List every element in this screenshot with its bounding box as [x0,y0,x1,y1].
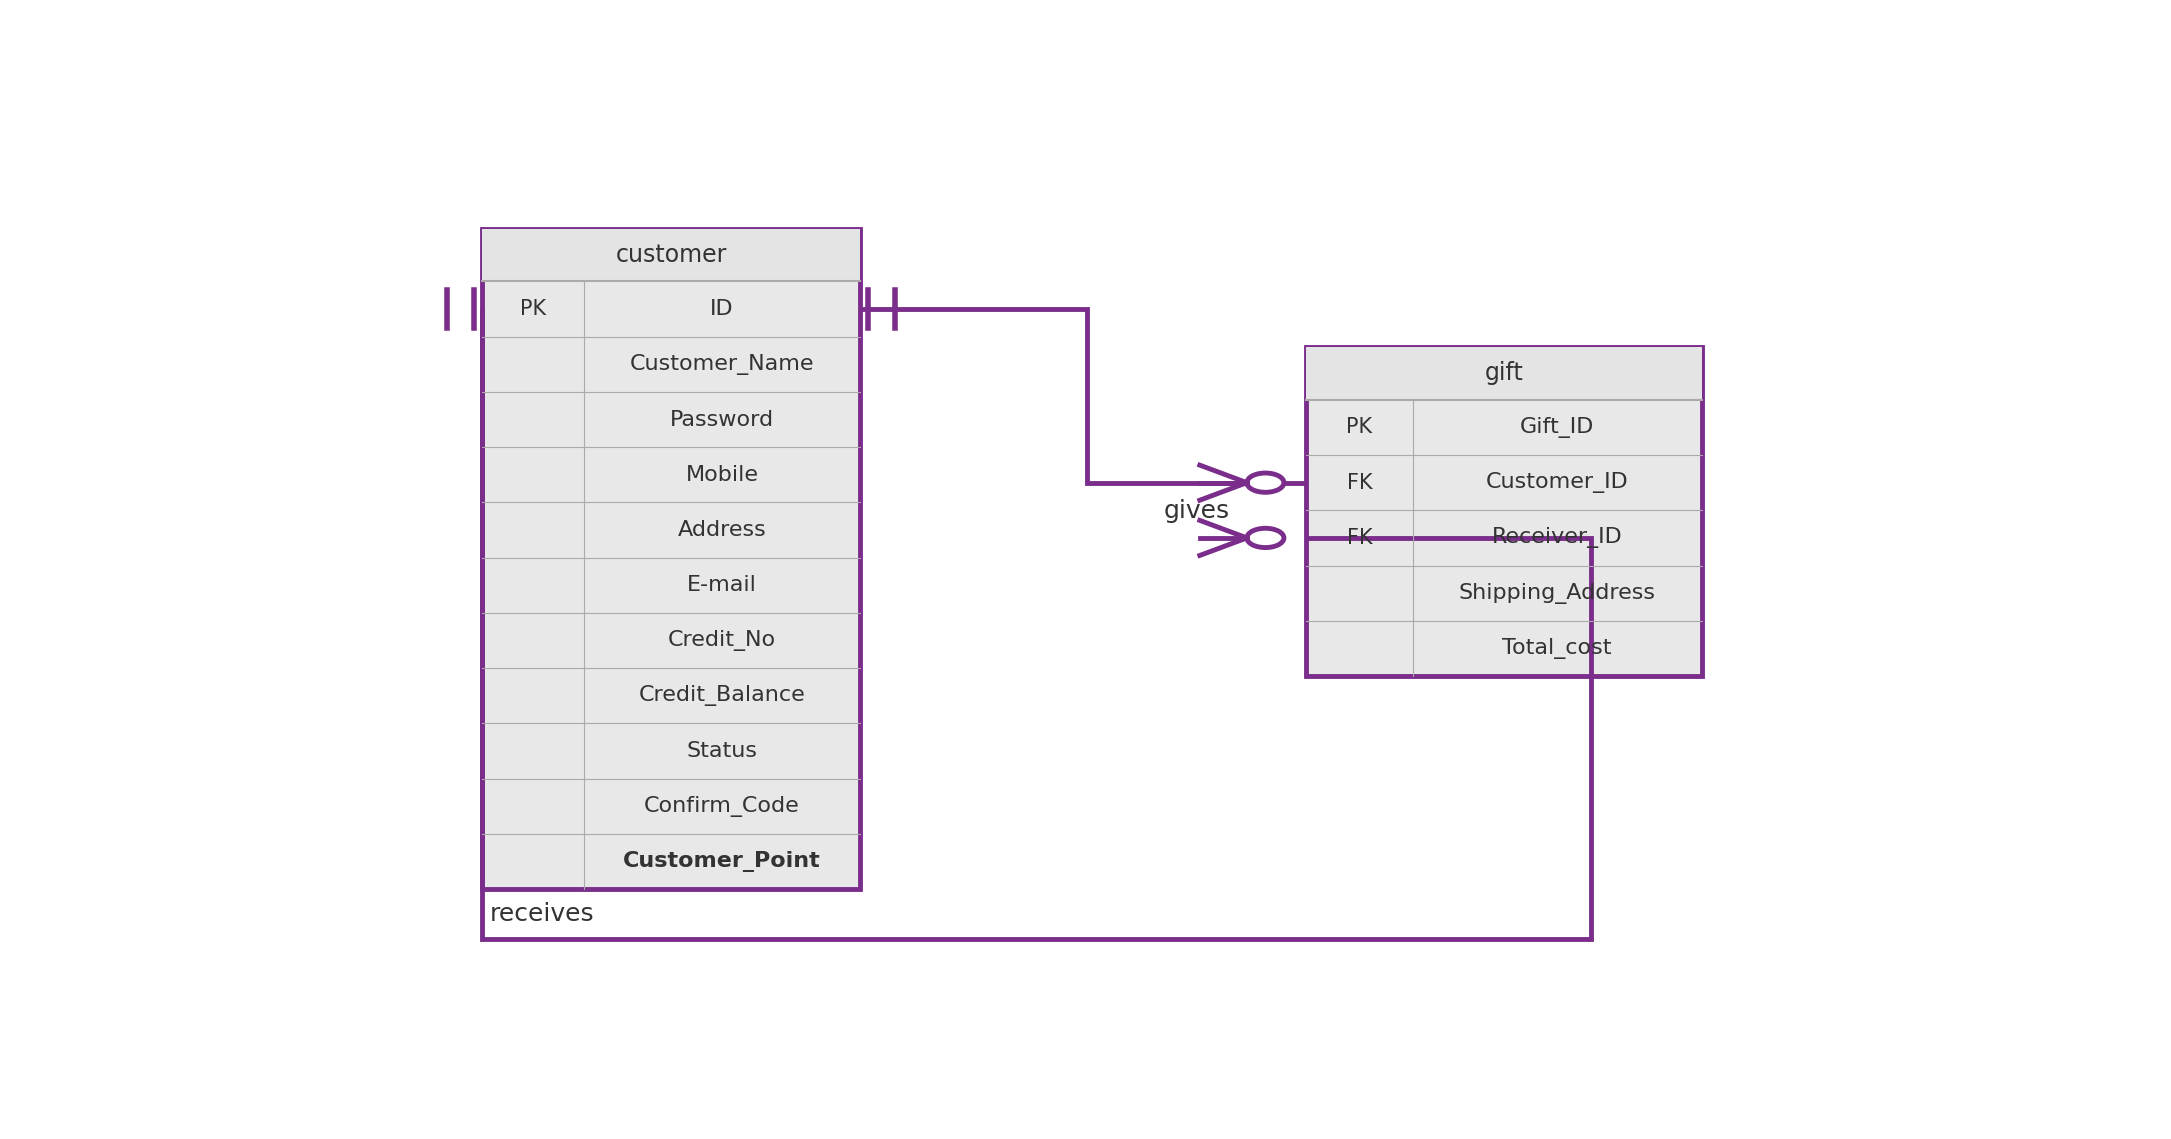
Text: Credit_No: Credit_No [669,630,777,652]
Circle shape [1246,528,1283,548]
Text: Address: Address [677,521,766,540]
Bar [1307,347,1702,677]
Bar [482,229,860,890]
Text: FK: FK [1346,527,1372,548]
Circle shape [1246,473,1283,492]
Text: Total_cost: Total_cost [1502,638,1611,659]
Text: Shipping_Address: Shipping_Address [1459,583,1656,604]
Bar [482,229,860,281]
Text: customer: customer [614,243,727,267]
Text: Gift_ID: Gift_ID [1520,417,1594,437]
Text: Password: Password [671,410,775,429]
Text: Customer_ID: Customer_ID [1485,473,1628,493]
Text: Customer_Name: Customer_Name [630,354,814,375]
Text: FK: FK [1346,473,1372,493]
Text: Mobile: Mobile [686,465,758,485]
Text: gives: gives [1164,499,1229,523]
Text: ID: ID [710,300,734,319]
Text: Receiver_ID: Receiver_ID [1491,527,1622,548]
Text: receives: receives [491,902,595,926]
Text: Customer_Point: Customer_Point [623,851,821,872]
Text: Status: Status [686,741,758,761]
Text: E-mail: E-mail [688,575,758,596]
Text: Confirm_Code: Confirm_Code [645,796,799,817]
Text: gift: gift [1485,361,1524,385]
Text: PK: PK [519,300,545,319]
Bar [1307,347,1702,400]
Text: PK: PK [1346,417,1372,437]
Text: Credit_Balance: Credit_Balance [638,686,805,706]
